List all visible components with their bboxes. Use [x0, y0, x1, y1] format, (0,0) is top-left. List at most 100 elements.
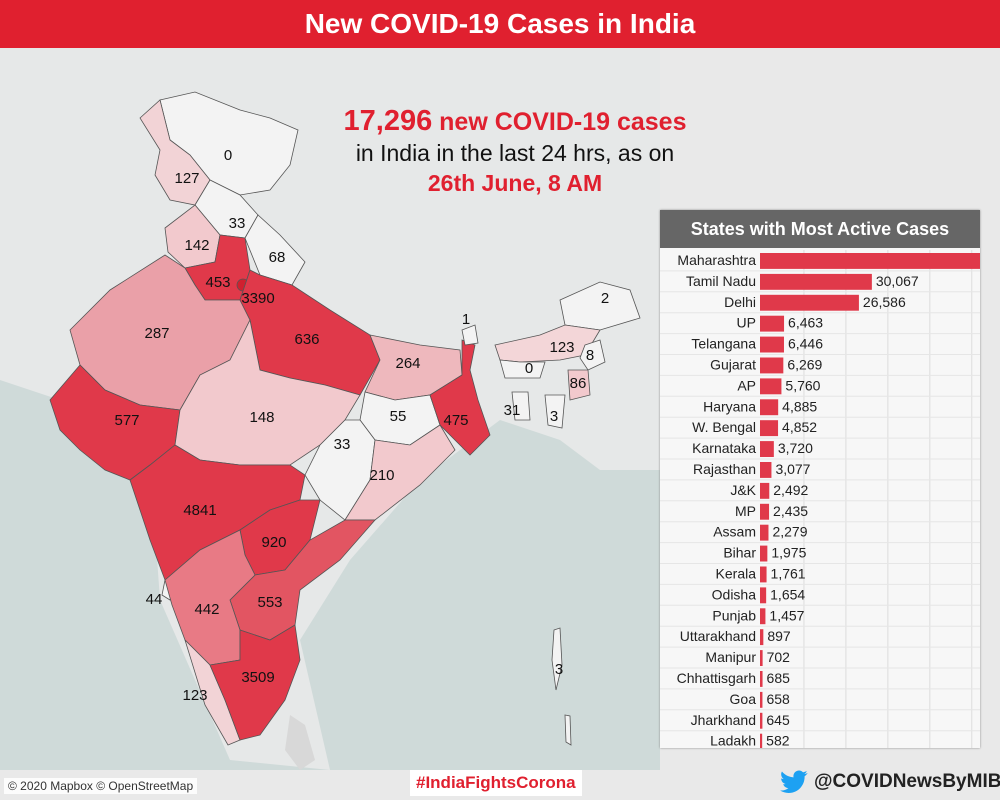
- category-label: Chhattisgarh: [677, 670, 756, 686]
- map-label-madhya-pradesh: 148: [249, 409, 274, 426]
- bar: [760, 608, 766, 625]
- category-label: UP: [737, 315, 756, 331]
- map-label-nagaland: 8: [586, 347, 594, 364]
- region-sikkim: [461, 324, 479, 346]
- category-label: Ladakh: [710, 733, 756, 748]
- headline-date: 26th June, 8 AM: [427, 170, 603, 196]
- category-label: Rajasthan: [693, 461, 756, 477]
- bar: [760, 399, 779, 416]
- map-label-ladakh: 0: [224, 147, 232, 164]
- value-label: 658: [766, 691, 790, 707]
- category-label: Assam: [713, 524, 756, 540]
- region-manipur: [567, 369, 591, 401]
- handle-text: @COVIDNewsByMIB: [814, 771, 1000, 792]
- category-label: Maharashtra: [677, 252, 756, 268]
- bar: [760, 253, 980, 269]
- region-mizoram: [544, 394, 566, 429]
- map-label-gujarat: 577: [114, 412, 139, 429]
- value-label: 5,760: [785, 377, 820, 393]
- new-cases-suffix: new COVID-19 cases: [432, 108, 687, 136]
- map-label-assam: 123: [549, 339, 574, 356]
- bar: [760, 712, 763, 729]
- bar: [760, 587, 767, 604]
- map-label-goa: 44: [146, 591, 163, 608]
- region-odisha: [344, 424, 456, 521]
- value-label: 2,492: [773, 482, 808, 498]
- value-label: 1,457: [769, 607, 804, 623]
- headline-line-2: in India in the last 24 hrs, as on: [355, 140, 675, 166]
- map-label-jharkhand: 55: [390, 408, 407, 425]
- bar: [760, 691, 763, 708]
- region-nagaland: [579, 339, 606, 371]
- category-label: Tamil Nadu: [686, 273, 756, 289]
- value-label: 26,586: [863, 294, 906, 310]
- bar: [760, 336, 784, 353]
- value-label: 4,885: [782, 398, 817, 414]
- value-label: 3,720: [778, 440, 813, 456]
- category-label: Kerala: [716, 566, 757, 582]
- category-label: Haryana: [703, 398, 756, 414]
- map-label-sikkim: 1: [462, 311, 470, 328]
- category-label: Punjab: [712, 607, 756, 623]
- map-label-tamil-nadu: 3509: [241, 669, 274, 686]
- twitter-bird-icon: [780, 770, 808, 793]
- bar: [760, 294, 859, 311]
- region-tripura: [511, 391, 531, 421]
- map-label-delhi: 3390: [241, 290, 274, 307]
- value-label: 6,463: [788, 315, 823, 331]
- category-label: Manipur: [705, 649, 756, 665]
- value-label: 6,269: [787, 357, 822, 373]
- category-label: Telangana: [691, 336, 756, 352]
- category-label: Delhi: [724, 294, 756, 310]
- bar: [760, 524, 769, 541]
- bar: [760, 566, 767, 583]
- value-label: 1,975: [771, 545, 806, 561]
- category-label: W. Bengal: [692, 419, 756, 435]
- map-label-odisha: 210: [369, 467, 394, 484]
- region-karnataka: [164, 529, 256, 666]
- category-label: AP: [737, 377, 756, 393]
- category-label: Uttarakhand: [680, 628, 756, 644]
- bar: [760, 545, 768, 562]
- bar: [760, 273, 872, 290]
- map-label-maharashtra: 4841: [183, 502, 216, 519]
- category-label: Odisha: [712, 586, 757, 602]
- value-label: 3,077: [775, 461, 810, 477]
- bar: [760, 441, 774, 457]
- map-label-andaman-nicobar: 3: [555, 661, 563, 678]
- value-label: 897: [767, 628, 791, 644]
- value-label: 30,067: [876, 273, 919, 289]
- map-label-haryana: 453: [205, 274, 230, 291]
- region-tamil-nadu: [209, 624, 301, 741]
- map-label-manipur: 86: [570, 375, 587, 392]
- map-label-bihar: 264: [395, 355, 420, 372]
- category-label: Bihar: [723, 545, 756, 561]
- active-cases-panel: States with Most Active Cases Maharashtr…: [660, 210, 980, 748]
- value-label: 2,279: [772, 524, 807, 540]
- map-label-tripura: 31: [504, 402, 521, 419]
- new-cases-count: 17,296: [343, 105, 433, 137]
- headline-block: 17,296 new COVID-19 cases in India in th…: [290, 105, 740, 198]
- map-label-mizoram: 3: [550, 408, 558, 425]
- category-label: Gujarat: [710, 357, 756, 373]
- chart-title: States with Most Active Cases: [660, 210, 980, 248]
- bar: [760, 315, 785, 332]
- bar: [760, 378, 782, 395]
- map-label-jammu-kashmir: 127: [174, 170, 199, 187]
- value-label: 1,654: [770, 586, 805, 602]
- value-label: 645: [766, 712, 790, 728]
- bar: [760, 482, 770, 499]
- region-andaman-nicobar: [551, 627, 563, 691]
- map-attribution[interactable]: © 2020 Mapbox © OpenStreetMap: [4, 778, 198, 794]
- map-label-arunachal-pradesh: 2: [601, 290, 609, 307]
- map-label-meghalaya: 0: [525, 360, 533, 377]
- map-label-punjab: 142: [184, 237, 209, 254]
- value-label: 582: [766, 733, 790, 748]
- header-banner: New COVID-19 Cases in India: [0, 0, 1000, 48]
- map-label-karnataka: 442: [194, 601, 219, 618]
- map-label-uttar-pradesh: 636: [294, 331, 319, 348]
- bar: [760, 462, 772, 478]
- map-label-telangana: 920: [261, 534, 286, 551]
